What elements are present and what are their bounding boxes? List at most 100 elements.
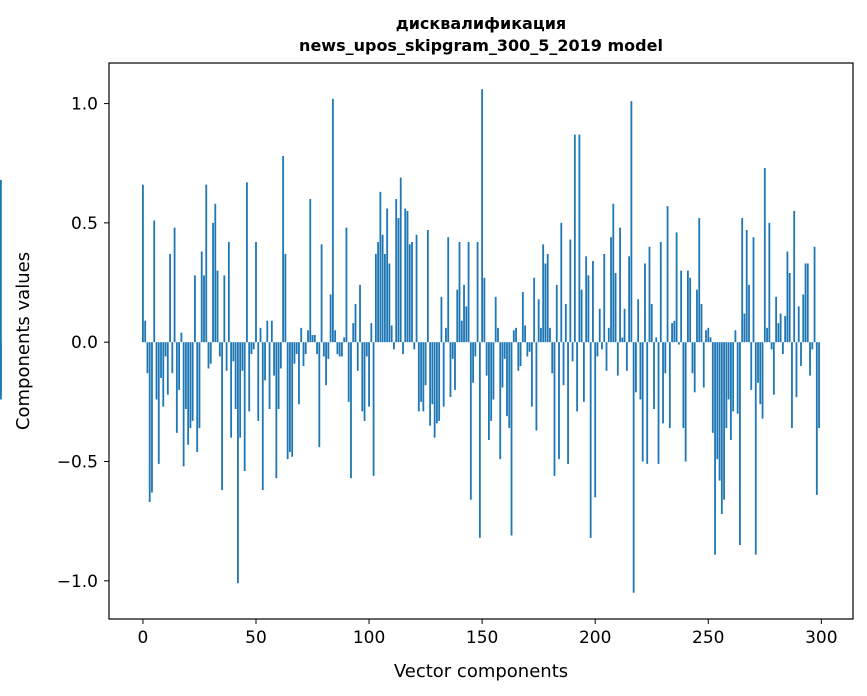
bar	[560, 222, 563, 343]
y-tick-label: 0.0	[71, 333, 98, 353]
bar	[212, 222, 214, 343]
bar	[497, 327, 499, 343]
bar	[528, 342, 531, 352]
bar	[752, 237, 755, 343]
bar	[530, 342, 533, 407]
bar	[813, 246, 816, 343]
bar	[668, 342, 671, 429]
bar	[501, 342, 504, 388]
bar	[304, 342, 307, 355]
bar	[716, 342, 719, 460]
bar	[230, 342, 233, 438]
bar	[300, 327, 303, 343]
bar	[347, 342, 350, 402]
bar	[458, 241, 461, 343]
bar	[146, 342, 149, 374]
bar	[374, 253, 377, 343]
bar	[282, 156, 285, 343]
bar	[610, 237, 612, 343]
bar	[671, 323, 673, 343]
bar	[648, 246, 651, 343]
bar	[492, 342, 495, 400]
x-tick-label: 100	[353, 628, 385, 648]
bar	[255, 241, 257, 343]
bar	[809, 342, 811, 376]
bar	[142, 184, 144, 343]
bar	[743, 313, 746, 343]
bar	[490, 342, 493, 421]
bar	[641, 342, 644, 462]
bar	[705, 330, 707, 343]
bar	[388, 263, 391, 343]
bar	[178, 342, 181, 390]
bar	[524, 325, 526, 343]
bar	[689, 277, 692, 343]
bar	[542, 244, 545, 343]
bar	[417, 342, 420, 412]
bar	[474, 342, 477, 357]
bar	[207, 342, 210, 369]
bar	[214, 203, 217, 343]
bar	[549, 327, 551, 343]
bar	[209, 342, 212, 364]
bar	[250, 342, 253, 355]
bar	[630, 101, 633, 343]
bar	[442, 342, 445, 407]
bar	[625, 342, 628, 371]
bar	[153, 220, 156, 343]
bar	[155, 342, 158, 400]
bar	[644, 263, 646, 343]
bar	[237, 342, 239, 584]
bar	[472, 342, 474, 383]
bar	[456, 289, 459, 343]
bar	[372, 342, 375, 476]
bar	[806, 263, 809, 343]
bar	[585, 256, 588, 343]
x-axis-label: Vector components	[394, 661, 568, 682]
bar	[469, 342, 472, 500]
bar	[325, 342, 327, 386]
bar	[284, 253, 287, 343]
bar	[223, 275, 226, 343]
bar	[293, 342, 296, 364]
bar	[341, 342, 343, 357]
bar	[429, 342, 432, 426]
bar	[343, 337, 346, 343]
bar	[693, 342, 696, 393]
x-axis-ticks: 0 50 100 150 200 250 300	[138, 619, 838, 648]
bar	[173, 227, 176, 343]
bar	[702, 342, 705, 388]
chart-subtitle: news_upos_skipgram_300_5_2019 model	[299, 36, 663, 55]
bar	[334, 330, 337, 343]
x-tick-label: 300	[805, 628, 837, 648]
bar	[449, 342, 452, 398]
bar	[711, 342, 714, 433]
bar	[632, 342, 635, 593]
x-tick-label: 200	[579, 628, 611, 648]
bar	[512, 330, 515, 343]
bar	[302, 342, 305, 367]
bar	[406, 210, 409, 343]
bar	[408, 244, 411, 343]
bar	[754, 342, 757, 555]
bar	[359, 284, 361, 343]
bar	[415, 234, 418, 343]
bar	[562, 342, 565, 386]
bar	[768, 222, 771, 343]
bar	[544, 263, 547, 343]
bar	[311, 335, 314, 343]
bar	[279, 342, 282, 369]
bar	[775, 296, 778, 343]
bar	[718, 342, 721, 481]
bar	[483, 277, 486, 343]
bar	[714, 342, 716, 555]
bar	[352, 323, 355, 343]
bar	[723, 342, 726, 500]
bar	[666, 206, 669, 343]
bar	[383, 253, 386, 343]
bar	[779, 313, 782, 343]
bar	[257, 342, 260, 421]
bar	[684, 342, 687, 462]
bar	[411, 241, 413, 343]
